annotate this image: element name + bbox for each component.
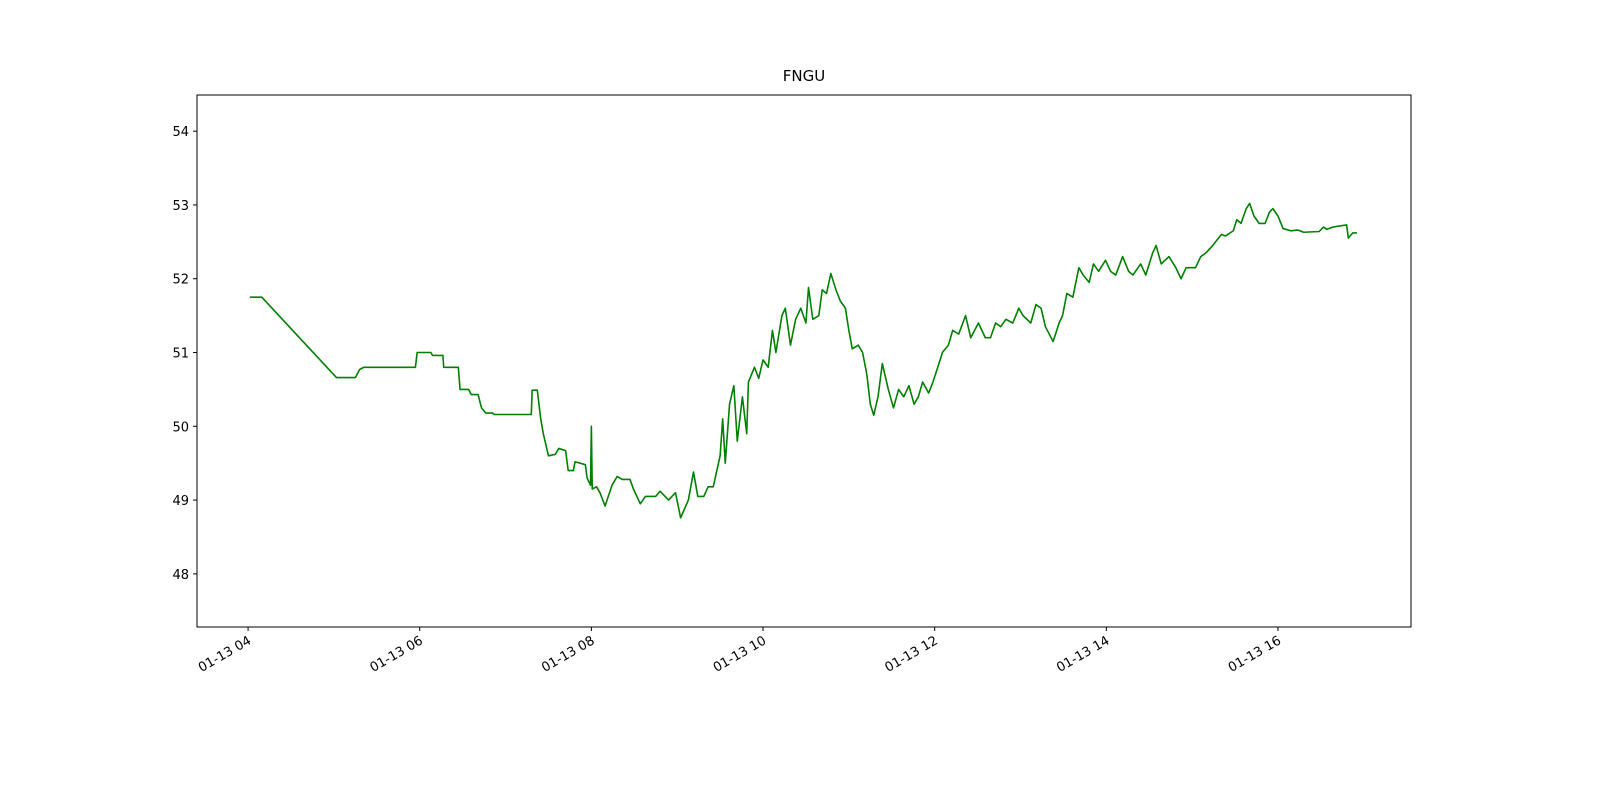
y-tick-label: 48 <box>172 568 189 583</box>
y-tick-label: 54 <box>172 125 189 140</box>
y-tick-label: 49 <box>172 494 189 509</box>
y-tick-label: 50 <box>172 420 189 435</box>
y-tick-label: 51 <box>172 347 189 362</box>
y-tick-label: 52 <box>172 273 189 288</box>
chart-title: FNGU <box>783 67 825 85</box>
price-line <box>249 202 1357 519</box>
y-tick-label: 53 <box>172 199 189 214</box>
plot-frame <box>196 94 1412 628</box>
